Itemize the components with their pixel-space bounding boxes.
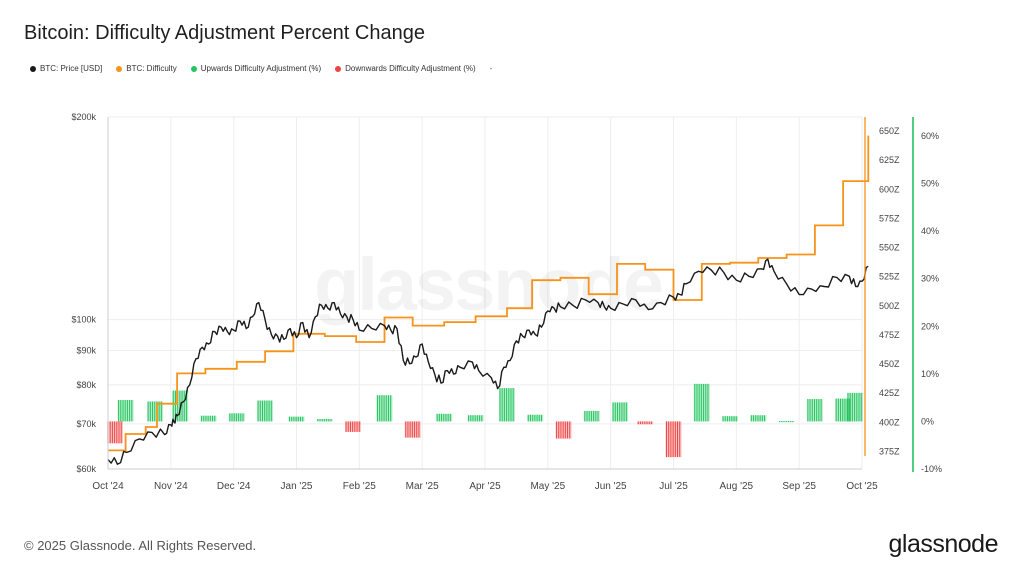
axes (107, 117, 914, 472)
difficulty-tick-label: 575Z (879, 213, 900, 223)
legend-label-down: Downwards Difficulty Adjustment (%) (345, 64, 476, 73)
x-tick-label: Apr '25 (469, 481, 501, 492)
legend-item-price[interactable]: BTC: Price [USD] (30, 64, 102, 73)
legend-dot-difficulty (116, 65, 123, 72)
legend-dot-up (190, 65, 197, 72)
adjustment-tick-label: 50% (921, 179, 939, 189)
difficulty-line (108, 135, 870, 452)
legend-item-up[interactable]: Upwards Difficulty Adjustment (%) (190, 64, 322, 73)
adjustment-tick-label: 0% (921, 416, 934, 426)
adjustment-tick-label: 60% (921, 131, 939, 141)
price-tick-label: $80k (76, 380, 96, 390)
price-series (107, 258, 869, 465)
x-tick-label: Oct '25 (846, 481, 878, 492)
legend-label-difficulty: BTC: Difficulty (126, 64, 177, 73)
difficulty-tick-label: 475Z (879, 330, 900, 340)
x-tick-label: Jul '25 (659, 481, 688, 492)
x-tick-label: Feb '25 (343, 481, 376, 492)
x-tick-label: Aug '25 (720, 481, 754, 492)
adjustment-tick-label: -10% (921, 464, 942, 474)
x-tick-label: Dec '24 (217, 481, 251, 492)
x-tick-label: May '25 (530, 481, 565, 492)
price-tick-label: $100k (71, 315, 96, 325)
legend-extra: - (489, 64, 493, 73)
price-tick-label: $70k (76, 419, 96, 429)
difficulty-tick-label: 375Z (879, 447, 900, 457)
legend-label-price: BTC: Price [USD] (40, 64, 103, 73)
difficulty-tick-label: 400Z (879, 417, 900, 427)
legend-item-down[interactable]: Downwards Difficulty Adjustment (%) (335, 64, 476, 73)
difficulty-tick-label: 425Z (879, 388, 900, 398)
difficulty-tick-label: 450Z (879, 359, 900, 369)
price-line (107, 258, 869, 465)
difficulty-tick-label: 600Z (879, 184, 900, 194)
difficulty-tick-label: 500Z (879, 301, 900, 311)
legend-dot-price (30, 65, 36, 72)
x-tick-label: Mar '25 (406, 481, 439, 492)
adjustment-tick-label: 40% (921, 226, 939, 236)
difficulty-series (108, 135, 870, 452)
difficulty-tick-label: 625Z (879, 155, 900, 165)
adjustment-tick-label: 30% (921, 274, 939, 284)
x-tick-label: Jan '25 (281, 481, 313, 492)
difficulty-tick-label: 650Z (879, 126, 900, 136)
legend-item-difficulty[interactable]: BTC: Difficulty (116, 64, 177, 73)
x-tick-label: Sep '25 (782, 481, 816, 492)
watermark: glassnode (314, 243, 662, 326)
adjustment-bars (107, 383, 863, 458)
legend-dot-down (335, 65, 342, 72)
brand-logo: glassnode (888, 530, 999, 558)
adjustment-tick-label: 10% (921, 369, 939, 379)
x-tick-label: Nov '24 (154, 481, 188, 492)
difficulty-tick-label: 550Z (879, 243, 900, 253)
copyright-footer: © 2025 Glassnode. All Rights Reserved. (24, 538, 257, 553)
price-tick-label: $200k (71, 112, 96, 122)
tick-labels: $60k $70k $80k $90k $100k $200k 375Z 400Z 425Z 45… (71, 112, 942, 492)
price-tick-label: $60k (76, 464, 96, 474)
chart-title: Bitcoin: Difficulty Adjustment Percent C… (24, 22, 425, 44)
legend-label-up: Upwards Difficulty Adjustment (%) (200, 64, 322, 73)
adjustment-tick-label: 20% (921, 321, 939, 331)
price-tick-label: $90k (76, 345, 96, 355)
difficulty-tick-label: 525Z (879, 272, 900, 282)
x-tick-label: Jun '25 (595, 481, 627, 492)
legend: BTC: Price [USD] BTC: Difficulty Upwards… (30, 64, 492, 73)
x-tick-label: Oct '24 (92, 481, 124, 492)
